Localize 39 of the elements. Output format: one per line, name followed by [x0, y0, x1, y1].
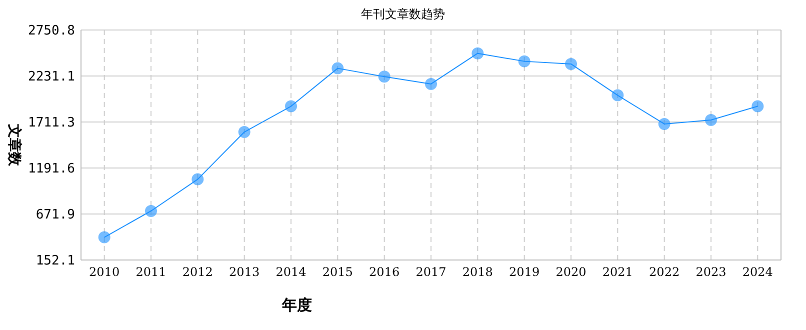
point	[285, 100, 297, 112]
y-tick-label: 152.1	[36, 254, 75, 269]
point	[752, 100, 764, 112]
y-tick-label: 2231.1	[28, 70, 75, 85]
point	[98, 231, 110, 244]
point	[332, 62, 344, 74]
y-tick-label: 671.9	[36, 208, 75, 223]
x-tick-label: 2023	[696, 265, 726, 279]
point	[612, 89, 624, 102]
x-tick-label: 2014	[276, 265, 307, 279]
x-tick-label: 2015	[322, 265, 353, 279]
point	[145, 204, 157, 217]
x-tick-label: 2016	[369, 265, 400, 279]
point	[238, 126, 250, 138]
chart-title: 年刊文章数趋势	[361, 7, 445, 21]
x-tick-label: 2013	[229, 265, 260, 279]
x-axis-title: 年度	[281, 296, 312, 314]
x-tick-label: 2021	[602, 265, 633, 279]
point	[378, 70, 390, 83]
point	[425, 78, 437, 90]
y-tick-label: 1191.6	[28, 162, 75, 177]
point	[472, 47, 484, 60]
x-tick-label: 2022	[649, 265, 680, 279]
x-tick-label: 2018	[462, 265, 493, 279]
point	[518, 55, 530, 68]
x-tick-label: 2012	[182, 265, 213, 279]
point	[565, 58, 577, 70]
x-tick-label: 2024	[742, 265, 774, 279]
y-tick-label: 1711.3	[28, 116, 75, 131]
point	[658, 118, 670, 130]
x-tick-label: 2017	[416, 265, 446, 279]
x-tick-label: 2011	[136, 265, 166, 279]
point	[192, 173, 204, 186]
y-axis-title: 文章数	[6, 123, 23, 167]
x-tick-label: 2019	[509, 265, 540, 279]
x-tick-label: 2020	[556, 265, 586, 279]
point	[705, 114, 717, 126]
x-tick-label: 2010	[89, 265, 120, 279]
y-tick-label: 2750.8	[28, 24, 75, 39]
